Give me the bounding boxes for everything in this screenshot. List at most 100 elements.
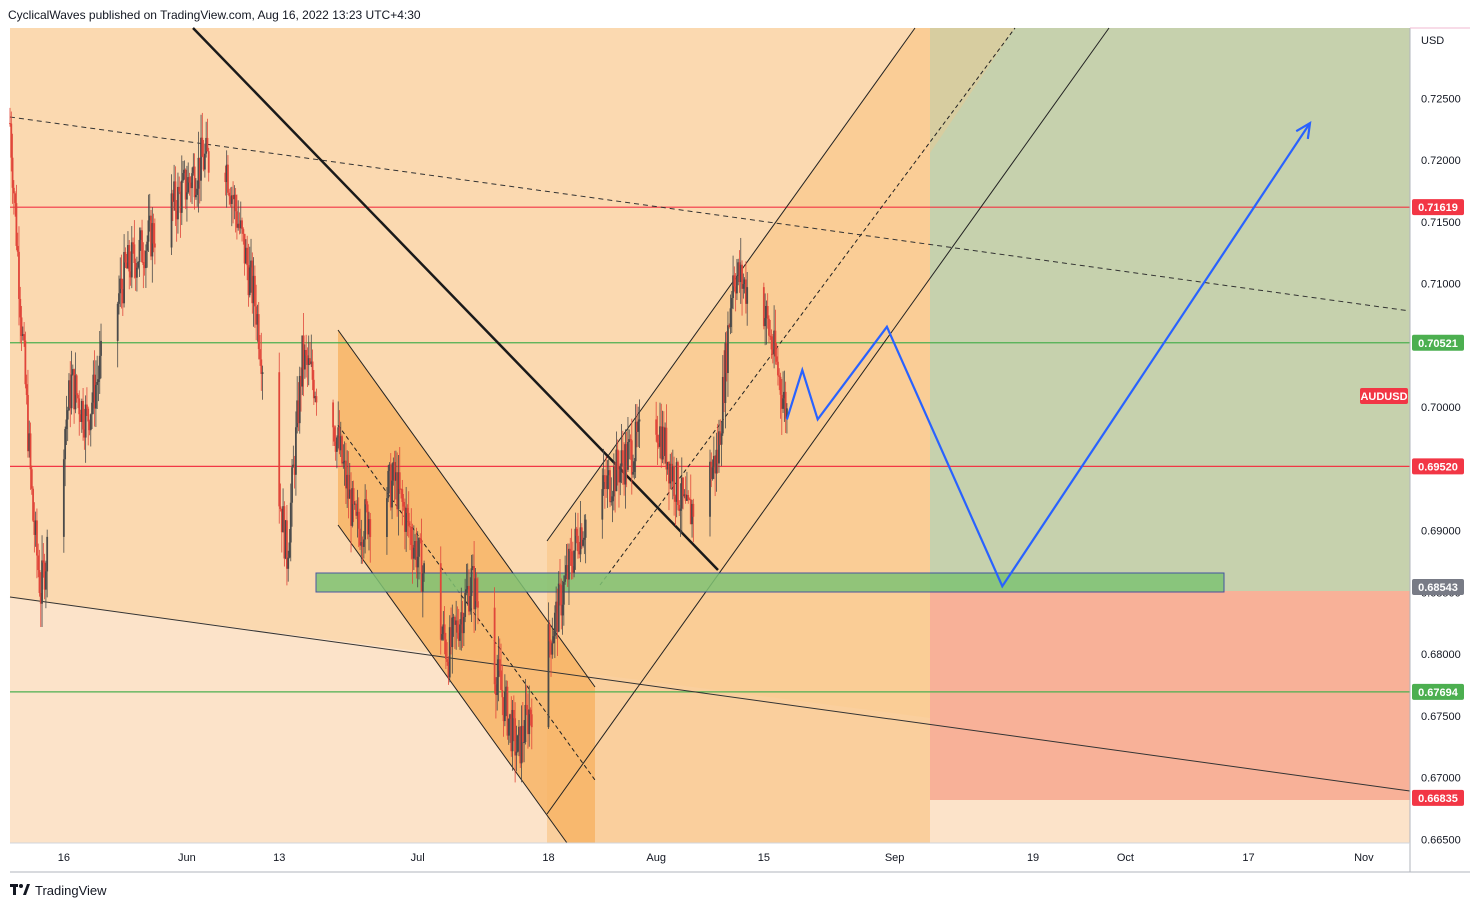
candle-body — [662, 426, 665, 457]
candle-body — [142, 262, 145, 265]
channel-upper-line[interactable] — [546, 27, 916, 542]
candle-body — [343, 460, 346, 463]
candle-body — [471, 566, 474, 569]
price-tick-label: 0.71000 — [1421, 279, 1461, 291]
candle-body — [468, 585, 470, 612]
candle-body — [633, 461, 636, 472]
candle-body — [171, 193, 174, 202]
candle-body — [574, 528, 577, 551]
candle-body — [120, 278, 123, 289]
candle-body — [177, 186, 179, 220]
candle-body — [443, 624, 446, 640]
candle-body — [293, 464, 296, 475]
candle-body — [232, 195, 234, 200]
candle-body — [418, 538, 420, 557]
candle-body — [359, 528, 361, 546]
price-tick-label: 0.67500 — [1421, 711, 1461, 723]
candle-body — [730, 297, 733, 309]
candle-body — [507, 718, 510, 736]
candle-body — [611, 496, 614, 502]
candle-body — [284, 520, 287, 559]
candle-body — [151, 223, 154, 257]
candle-body — [100, 340, 102, 356]
descending-trendline[interactable] — [192, 27, 719, 571]
candle-body — [23, 334, 26, 341]
candle-body — [632, 471, 634, 475]
candle-body — [473, 566, 476, 610]
candle-body — [150, 215, 152, 257]
flag-mid-line[interactable] — [337, 424, 596, 781]
candle-body — [68, 380, 70, 411]
candle-body — [369, 519, 372, 537]
price-chart[interactable]: USD 0.725000.720000.715000.710000.705000… — [0, 0, 1478, 880]
candle-body — [442, 624, 445, 635]
channel-lower-line[interactable] — [546, 27, 1110, 815]
candle-body — [93, 374, 96, 409]
candle-body — [511, 709, 514, 752]
candle-body — [198, 157, 201, 181]
candle-body — [201, 137, 204, 157]
candle-body — [116, 303, 119, 341]
candle-body — [496, 677, 499, 696]
ascending-channel-fill — [547, 28, 1109, 843]
candle-body — [406, 507, 409, 513]
candle-body — [737, 262, 740, 276]
candle-body — [560, 585, 563, 616]
candle-body — [189, 182, 192, 189]
tradingview-brand: TradingView — [35, 882, 107, 898]
candle-body — [687, 495, 690, 500]
candle-body — [561, 604, 564, 616]
candle-body — [391, 480, 393, 508]
channel-overlap-fill — [930, 28, 1015, 153]
candle-body — [94, 384, 97, 409]
candle-body — [312, 379, 315, 399]
candle-body — [21, 334, 24, 337]
candle-body — [289, 502, 292, 543]
candle-body — [366, 504, 369, 535]
candle-body — [682, 477, 684, 497]
candle-body — [386, 498, 388, 537]
dashed-resistance-trendline[interactable] — [9, 116, 1411, 312]
candle-body — [303, 349, 306, 370]
candle-body — [553, 612, 556, 637]
candle-body — [357, 511, 360, 529]
candle-body — [134, 263, 137, 278]
candle-body — [334, 441, 337, 452]
candle-body — [174, 181, 177, 211]
candle-body — [341, 436, 343, 464]
support-zone-box[interactable] — [315, 572, 1225, 593]
candle-body — [27, 394, 29, 452]
candle-body — [500, 670, 502, 690]
candle-body — [474, 578, 477, 610]
candle-body — [409, 526, 411, 528]
candle-body — [348, 489, 351, 499]
candle-body — [525, 704, 528, 710]
price-tag: 0.66835 — [1418, 793, 1458, 805]
candle-body — [182, 173, 184, 181]
candle-body — [397, 472, 400, 510]
projection-path[interactable] — [785, 122, 1311, 589]
candle-body — [302, 335, 305, 370]
candle-body — [402, 501, 405, 507]
candle-body — [356, 511, 359, 516]
candle-body — [559, 583, 561, 586]
candle-body — [389, 464, 392, 508]
candle-body — [612, 466, 615, 497]
stop-zone — [930, 591, 1410, 800]
candle-body — [152, 223, 155, 244]
candle-body — [143, 264, 146, 269]
candle-body — [139, 230, 142, 240]
candle-body — [715, 449, 718, 474]
candle-body — [128, 245, 131, 272]
candle-body — [683, 494, 686, 497]
candle-body — [565, 565, 568, 576]
candle-body — [307, 358, 310, 365]
candle-body — [315, 396, 318, 403]
candle-body — [655, 419, 658, 435]
candle-body — [623, 463, 626, 485]
price-tag-bg — [1412, 334, 1464, 351]
candle-body — [401, 489, 404, 502]
time-tick-label: 17 — [1242, 852, 1254, 864]
lower-wedge-line[interactable] — [9, 596, 1411, 792]
candle-body — [283, 506, 286, 559]
